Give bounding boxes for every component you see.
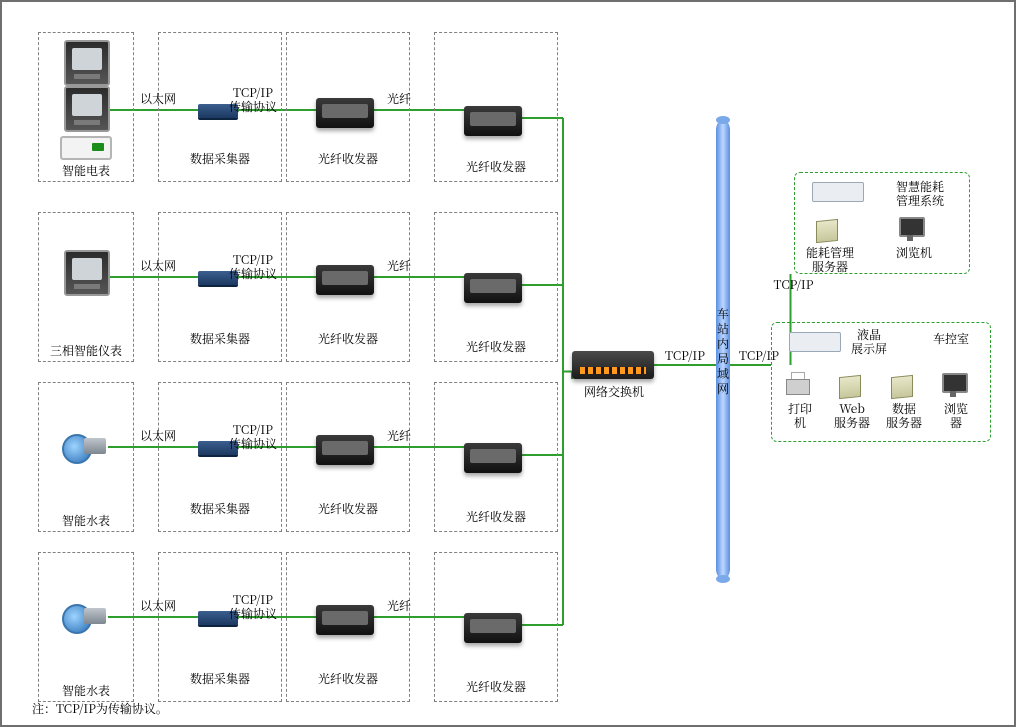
meter-icon <box>64 40 110 86</box>
network-switch-icon <box>572 351 654 379</box>
server-icon <box>812 214 842 244</box>
lcd-strip-icon <box>789 332 841 352</box>
network-switch-label: 网络交换机 <box>568 385 660 399</box>
fiber-transceiver-icon <box>316 265 374 295</box>
lan-cylinder-label: 车 站 内 局 域 网 <box>717 306 729 396</box>
fiber-transceiver-icon <box>464 273 522 303</box>
meter-icon <box>64 86 110 132</box>
footnote: 注：TCP/IP为传输协议。 <box>32 702 432 716</box>
fiber-transceiver-icon <box>464 613 522 643</box>
diagram-frame: 智能电表数据采集器光纤收发器光纤收发器以太网TCP/IP 传输协议光纤三相智能仪… <box>0 0 1016 727</box>
monitor-icon <box>896 214 926 244</box>
fiber-transceiver-icon <box>464 443 522 473</box>
server-icon <box>887 370 917 400</box>
fiber-transceiver-icon <box>316 605 374 635</box>
monitor-icon <box>939 370 969 400</box>
fiber-transceiver-icon <box>464 106 522 136</box>
lcd-strip-icon <box>812 182 864 202</box>
water-meter-icon <box>62 430 108 462</box>
printer-icon <box>783 370 813 400</box>
fiber-transceiver-icon <box>316 435 374 465</box>
water-meter-icon <box>62 600 108 632</box>
fiber-transceiver-icon <box>316 98 374 128</box>
server-icon <box>835 370 865 400</box>
meter-icon <box>64 250 110 296</box>
meter-icon <box>60 136 112 160</box>
